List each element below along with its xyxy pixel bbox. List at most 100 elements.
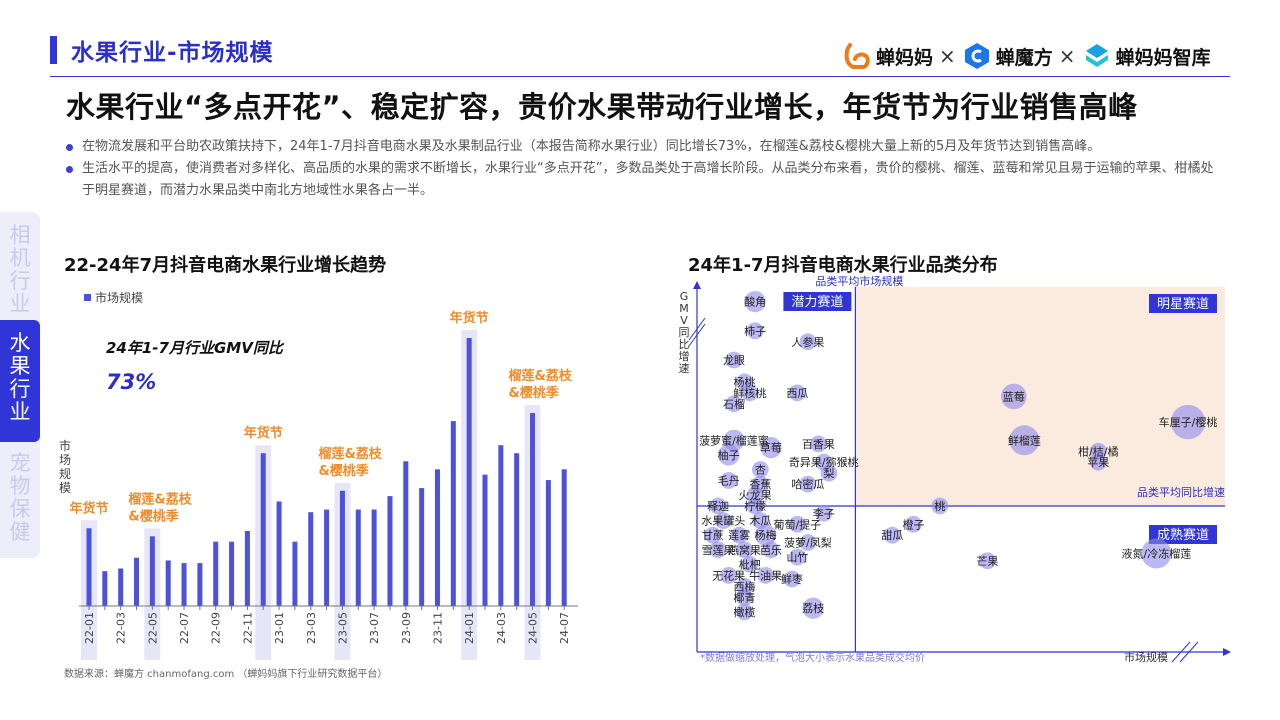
bubble-label: 李子 xyxy=(813,506,835,520)
bar xyxy=(149,536,155,606)
bubble-label: 菠萝蜜/榴莲蜜 xyxy=(699,433,769,447)
bubble-label: 牛油果 xyxy=(749,568,782,582)
bubble-label: 芒果 xyxy=(976,555,998,568)
bubble-label: 蓝莓 xyxy=(1003,391,1025,404)
bubble-label: 释迦 xyxy=(707,500,729,513)
bubble-label: 柠檬 xyxy=(744,499,766,513)
x-axis-break-icon xyxy=(1179,641,1199,663)
side-nav-item-pet-health[interactable]: 宠物保健 xyxy=(9,451,31,544)
bubble xyxy=(715,512,732,529)
bubble xyxy=(736,588,753,606)
bubble xyxy=(788,548,806,566)
quadrant-mature-label-bg xyxy=(1149,525,1217,544)
bubble xyxy=(725,395,743,413)
brand-separator: × xyxy=(939,44,956,68)
y-axis-arrow-icon xyxy=(693,281,701,289)
y-axis-label-char: 规 xyxy=(59,466,71,481)
bubble xyxy=(736,603,753,621)
bullet-text: 生活水平的提高，使消费者对多样化、高品质的水果的需求不断增长，水果行业“多点开花… xyxy=(82,161,1214,198)
bar xyxy=(498,445,504,606)
bubble xyxy=(704,526,722,544)
x-tick-label: 23-03 xyxy=(305,612,318,644)
brand-name: 蝉妈妈智库 xyxy=(1115,46,1211,69)
chanmama-zhiku-logo-icon xyxy=(1085,44,1108,67)
bar xyxy=(260,453,266,606)
bubble-label: 苹果 xyxy=(1087,455,1109,469)
bubble-label: 莲雾 xyxy=(728,529,750,542)
page-headline: 水果行业“多点开花”、稳定扩容，贵价水果带动行业增长，年货节为行业销售高峰 xyxy=(66,90,1138,124)
bar xyxy=(371,509,377,606)
highlight-annotation-line: &樱桃季 xyxy=(318,463,368,479)
highlight-annotation: 榴莲&荔枝&樱桃季 xyxy=(509,368,573,401)
x-tick-label: 23-11 xyxy=(431,612,444,644)
bubble xyxy=(1170,404,1206,440)
bar xyxy=(276,501,282,606)
bubble-label: 液氮/冷冻榴莲 xyxy=(1122,546,1192,560)
bubble-label: 燕窝果 xyxy=(728,543,761,557)
y-axis-label-char: 同 xyxy=(679,326,690,339)
bar xyxy=(308,512,314,606)
y-axis-label-char: 增 xyxy=(679,349,690,363)
bubble xyxy=(757,566,775,584)
quadrant-star-label: 明星赛道 xyxy=(1157,296,1209,312)
bullet-item: 生活水平的提高，使消费者对多样化、高品质的水果的需求不断增长，水果行业“多点开花… xyxy=(64,158,1224,202)
bubble-label: 车厘子/樱桃 xyxy=(1159,415,1218,429)
bubble xyxy=(815,504,833,522)
bar xyxy=(181,563,187,606)
x-tick-label: 23-05 xyxy=(336,612,349,644)
bar xyxy=(403,461,409,606)
bubble xyxy=(799,534,817,551)
bar xyxy=(466,338,472,606)
bubble-label: 鲜核桃 xyxy=(733,386,766,400)
y-axis-label-char: 模 xyxy=(59,481,71,495)
bar-chart-title: 22-24年7月抖音电商水果行业增长趋势 xyxy=(64,255,387,276)
side-nav-item-fruit[interactable]: 水果行业 xyxy=(0,320,40,442)
bubble-label: 杨梅 xyxy=(755,528,777,542)
bubble-label: 人参果 xyxy=(791,335,824,349)
bubble xyxy=(1001,383,1027,410)
highlight-annotation: 年货节 xyxy=(69,500,108,516)
y-axis-label-char: 速 xyxy=(679,362,690,375)
bubble xyxy=(810,435,827,453)
highlight-annotation-line: 榴莲&荔枝 xyxy=(509,368,573,384)
brand-separator: × xyxy=(1058,44,1076,68)
bubble-label: 鲜榴莲 xyxy=(1008,433,1041,447)
bubble-label: 葡萄/提子 xyxy=(773,518,821,531)
y-axis-label-char: 场 xyxy=(59,453,71,467)
bubble-label: 梨 xyxy=(824,466,835,480)
bar xyxy=(482,474,488,606)
bullet-dot-icon xyxy=(66,166,73,173)
highlight-annotation-line: &樱桃季 xyxy=(128,508,178,524)
x-tick-label: 22-01 xyxy=(83,612,96,644)
bullet-item: 在物流发展和平台助农政策扶持下，24年1-7月抖音电商水果及水果制品行业（本报告… xyxy=(64,136,1224,158)
bubble xyxy=(1141,538,1172,569)
bubble xyxy=(746,497,764,515)
bubble-label: 水果罐头 xyxy=(701,515,745,528)
bubble xyxy=(762,541,780,559)
x-tick-label: 22-09 xyxy=(210,612,223,644)
y-axis-label-char: 市 xyxy=(59,438,71,453)
section-marker xyxy=(50,36,57,64)
side-nav-item-camera[interactable]: 相机行业 xyxy=(9,223,31,316)
bubble-label: 毛丹 xyxy=(718,474,740,487)
section-title: 水果行业-市场规模 xyxy=(71,40,274,66)
bubble xyxy=(905,515,922,533)
bubble-label: 椰青 xyxy=(734,590,756,604)
bar xyxy=(229,541,235,606)
highlight-annotation-line: 年货节 xyxy=(450,310,489,326)
bubble-label: 西瓜 xyxy=(786,387,808,400)
brand-name: 蝉妈妈 xyxy=(876,46,934,69)
bubble xyxy=(799,333,817,351)
x-tick-label: 24-07 xyxy=(558,612,571,644)
highlight-annotation-line: 年货节 xyxy=(69,500,108,516)
x-axis-label: 市场规模 xyxy=(1124,650,1168,664)
x-tick-label: 23-07 xyxy=(368,612,381,644)
bubble-label: 杨桃 xyxy=(734,375,756,389)
bubble xyxy=(802,597,824,619)
brand-chanmama-zhiku: 蝉妈妈智库 xyxy=(1082,41,1211,71)
bubble-label: 奇异果/猕猴桃 xyxy=(789,455,859,469)
kpi-label: 24年1-7月行业GMV同比 xyxy=(106,339,285,357)
bubble xyxy=(718,444,740,466)
bubble xyxy=(760,437,782,459)
